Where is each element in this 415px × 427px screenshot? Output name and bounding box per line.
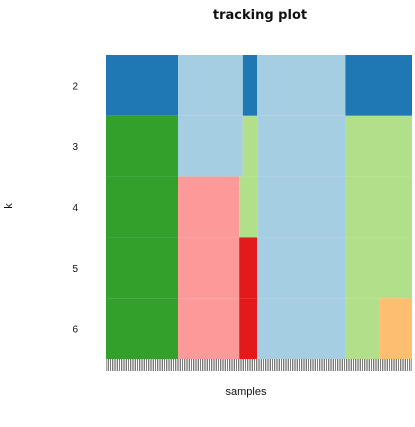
cell-k6-seg2 <box>239 298 258 359</box>
cell-k5-seg4 <box>345 237 412 299</box>
cell-k3-seg3 <box>257 115 346 177</box>
cell-k5-seg0 <box>106 237 178 299</box>
cell-k4-seg0 <box>106 176 178 238</box>
cell-k4-seg4 <box>345 176 412 238</box>
cell-k5-seg2 <box>239 237 258 299</box>
y-tick-label-6: 6 <box>72 325 78 336</box>
cell-k6-seg1 <box>178 298 240 359</box>
x-axis-label: samples <box>225 386 267 398</box>
cell-k2-seg3 <box>257 55 346 116</box>
cell-k4-seg1 <box>178 176 240 238</box>
y-tick-label-2: 2 <box>72 81 78 92</box>
cell-k5-seg1 <box>178 237 240 299</box>
cell-k2-seg1 <box>178 55 243 116</box>
cell-k3-seg2 <box>242 115 258 177</box>
cell-k2-seg2 <box>242 55 258 116</box>
y-tick-label-3: 3 <box>72 142 78 153</box>
chart-title: tracking plot <box>212 8 308 23</box>
cell-k3-seg0 <box>106 115 178 177</box>
cell-k4-seg3 <box>257 176 346 238</box>
cell-k6-seg0 <box>106 298 178 359</box>
y-tick-label-4: 4 <box>72 203 78 214</box>
cell-k2-seg4 <box>345 55 412 116</box>
cell-k2-seg0 <box>106 55 178 116</box>
cell-k5-seg3 <box>257 237 346 299</box>
cell-k6-seg5 <box>379 298 412 359</box>
y-tick-label-5: 5 <box>72 264 78 275</box>
sample-ticks <box>106 359 412 371</box>
cell-k3-seg4 <box>345 115 412 177</box>
cell-k6-seg4 <box>345 298 380 359</box>
cell-k3-seg1 <box>178 115 243 177</box>
cell-k6-seg3 <box>257 298 346 359</box>
cell-k4-seg2 <box>239 176 258 238</box>
